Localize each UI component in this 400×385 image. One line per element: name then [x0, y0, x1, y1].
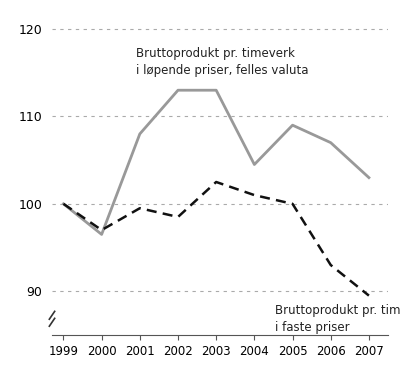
Text: Bruttoprodukt pr. timeverk
i løpende priser, felles valuta: Bruttoprodukt pr. timeverk i løpende pri…: [136, 47, 308, 77]
Text: Bruttoprodukt pr. timeverk
i faste priser: Bruttoprodukt pr. timeverk i faste prise…: [275, 305, 400, 334]
